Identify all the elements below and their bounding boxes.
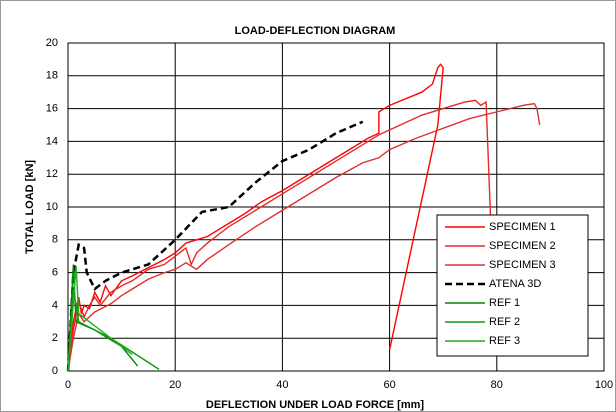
data-line <box>67 288 160 372</box>
y-tick-label: 16 <box>46 103 58 115</box>
x-tick-label: 20 <box>169 379 181 391</box>
x-tick-label: 60 <box>383 379 395 391</box>
data-line <box>67 102 541 372</box>
legend-box <box>436 214 589 357</box>
data-line <box>67 63 444 372</box>
chart-title: LOAD-DEFLECTION DIAGRAM <box>235 25 396 37</box>
legend-label: ATENA 3D <box>489 278 541 290</box>
y-tick-label: 18 <box>46 70 58 82</box>
legend-label: REF 3 <box>489 335 520 347</box>
x-tick-label: 0 <box>65 379 71 391</box>
y-tick-label: 0 <box>52 365 58 377</box>
y-tick-label: 20 <box>46 37 58 49</box>
legend-label: SPECIMEN 3 <box>489 259 556 271</box>
y-tick-label: 2 <box>52 332 58 344</box>
x-tick-label: 40 <box>276 379 288 391</box>
data-line <box>66 120 364 372</box>
legend-label: SPECIMEN 1 <box>489 221 556 233</box>
y-tick-label: 10 <box>46 201 58 213</box>
y-tick-label: 14 <box>46 135 58 147</box>
legend-label: SPECIMEN 2 <box>489 240 556 252</box>
y-tick-label: 12 <box>46 168 58 180</box>
y-axis-label: TOTAL LOAD [kN] <box>24 160 36 254</box>
legend-label: REF 1 <box>489 297 520 309</box>
x-tick-label: 100 <box>595 379 613 391</box>
data-line <box>67 99 493 372</box>
legend-label: REF 2 <box>489 316 520 328</box>
y-tick-label: 6 <box>52 267 58 279</box>
y-tick-label: 4 <box>52 299 58 311</box>
y-tick-label: 8 <box>52 234 58 246</box>
x-tick-label: 80 <box>491 379 503 391</box>
data-line <box>67 265 133 372</box>
x-axis-label: DEFLECTION UNDER LOAD FORCE [mm] <box>206 399 425 411</box>
